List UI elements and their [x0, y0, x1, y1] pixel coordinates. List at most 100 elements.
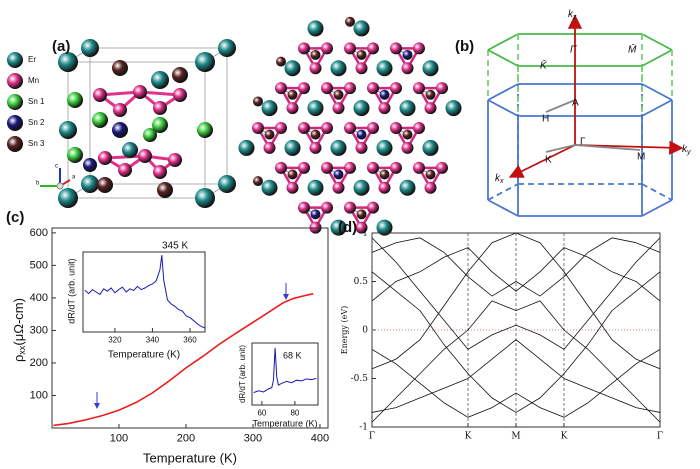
- atom: [330, 60, 347, 77]
- atom: [353, 100, 370, 117]
- annotation: 68 K: [283, 350, 302, 360]
- atom: [275, 82, 287, 95]
- atom: [355, 221, 368, 234]
- data-line: [53, 292, 314, 427]
- atom: [284, 139, 301, 156]
- bond: [99, 154, 151, 172]
- axis-origin: [56, 182, 64, 190]
- x-axis-label: Temperature (K): [252, 418, 317, 428]
- atom: [275, 161, 287, 174]
- atom: [376, 60, 393, 77]
- y-tick-label: 1: [362, 229, 368, 239]
- bond: [416, 86, 445, 111]
- bond: [141, 153, 179, 175]
- x-tick-label: Γ: [369, 432, 375, 442]
- point-label: A: [572, 98, 579, 109]
- atom: [58, 52, 78, 72]
- bond: [255, 126, 284, 151]
- atom: [276, 56, 286, 67]
- atom: [307, 100, 324, 117]
- atom: [332, 181, 345, 194]
- atom: [310, 49, 321, 60]
- data-line: [371, 232, 661, 370]
- legend-label: Sn 2: [28, 118, 45, 127]
- atom: [298, 122, 310, 134]
- atom: [401, 141, 414, 154]
- data-line: [371, 237, 661, 350]
- bond: [135, 90, 185, 110]
- atom: [413, 161, 425, 174]
- atom: [195, 52, 215, 72]
- y-tick-label: 0: [362, 326, 368, 336]
- point-label: M̄: [628, 43, 637, 56]
- atom: [422, 139, 439, 156]
- atom: [424, 102, 437, 115]
- panel-label: (a): [52, 38, 70, 55]
- atom: [356, 49, 367, 60]
- bond: [347, 47, 376, 71]
- atom: [345, 16, 355, 27]
- atom: [253, 176, 263, 187]
- atom: [390, 122, 402, 134]
- data-line: [371, 247, 661, 302]
- panel-label: (d): [338, 219, 357, 236]
- panel-label: (c): [6, 209, 24, 226]
- atom: [286, 181, 299, 194]
- legend-swatch: [7, 115, 23, 131]
- path-line: [545, 99, 576, 113]
- crystal-structure: [58, 16, 462, 236]
- atom: [367, 161, 379, 174]
- atom: [195, 188, 215, 208]
- legend-swatch: [7, 136, 23, 152]
- atom: [67, 147, 83, 163]
- path-line: [545, 144, 576, 153]
- zone-edge: [641, 183, 673, 201]
- atom: [112, 60, 128, 76]
- bond: [278, 166, 307, 191]
- axis-label: ky: [682, 144, 691, 156]
- atom: [168, 153, 182, 167]
- atom: [376, 139, 393, 156]
- y-tick-label: 600: [30, 227, 48, 239]
- atom: [344, 201, 356, 214]
- y-tick-label: 300: [30, 324, 48, 336]
- atom: [321, 42, 333, 55]
- atom: [321, 201, 333, 214]
- legend-label: Sn 1: [28, 97, 45, 106]
- atom: [113, 103, 127, 117]
- atom: [238, 139, 255, 156]
- y-tick-label: -0.5: [351, 374, 369, 384]
- atom: [58, 188, 78, 208]
- point-label: M: [637, 152, 645, 163]
- atom: [298, 82, 310, 95]
- zone-edge: [487, 99, 519, 117]
- legend-label: Mn: [28, 76, 39, 85]
- atom: [298, 161, 310, 174]
- atom: [309, 62, 322, 75]
- atom: [367, 201, 379, 214]
- atom: [425, 89, 436, 100]
- annotation: 345 K: [162, 241, 188, 252]
- atom: [83, 158, 97, 172]
- atom: [321, 82, 333, 95]
- atom: [310, 129, 321, 140]
- atom: [218, 39, 236, 57]
- axis-indicator: c b a: [36, 164, 76, 190]
- plot-frame: [51, 227, 329, 429]
- atom: [298, 201, 310, 214]
- atom: [67, 92, 83, 108]
- bond: [370, 86, 399, 111]
- atom: [138, 149, 152, 163]
- x-tick-label: 100: [110, 433, 128, 445]
- data-line: [371, 237, 661, 297]
- x-tick-label: 200: [177, 433, 195, 445]
- atom: [402, 129, 413, 140]
- atom: [286, 102, 299, 115]
- zone-edge: [641, 33, 673, 51]
- legend-label: Sn 3: [28, 139, 45, 148]
- atom: [151, 71, 169, 89]
- y-tick-label: 0.5: [354, 277, 369, 287]
- data-line: [371, 349, 661, 418]
- atom: [333, 169, 344, 180]
